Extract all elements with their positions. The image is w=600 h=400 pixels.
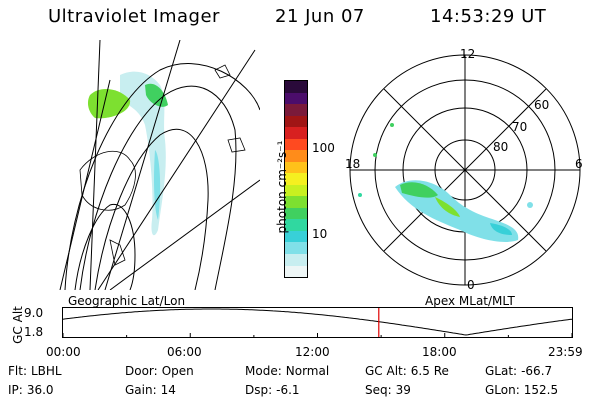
colorbar-segment xyxy=(285,253,307,266)
info-field: GLat: -66.7 xyxy=(485,364,552,378)
info-value: 14 xyxy=(160,383,176,397)
info-value: 6.5 Re xyxy=(410,364,449,378)
colorbar-segment xyxy=(285,184,307,197)
info-label: Mode: xyxy=(245,364,282,378)
info-field: Door: Open xyxy=(125,364,194,378)
instrument-title: Ultraviolet Imager xyxy=(48,6,220,27)
mlat-label-70: 70 xyxy=(512,120,528,134)
colorbar-segment xyxy=(285,150,307,162)
gc-alt-axis-label: GC Alt xyxy=(11,306,25,344)
mlat-label-80: 80 xyxy=(493,140,509,154)
time-tick-1200: 12:00 xyxy=(295,345,330,359)
info-label: IP: xyxy=(8,383,23,397)
apex-caption: Apex MLat/MLT xyxy=(425,294,515,308)
mlt-label-left: 18 xyxy=(345,157,361,171)
colorbar-segment xyxy=(285,92,307,105)
colorbar-segment xyxy=(285,207,307,220)
info-value: 36.0 xyxy=(26,383,54,397)
colorbar-segment xyxy=(285,265,307,278)
info-label: Dsp: xyxy=(245,383,273,397)
info-field: GLon: 152.5 xyxy=(485,383,558,397)
y-tick-min: 1.8 xyxy=(24,325,44,339)
info-field: Gain: 14 xyxy=(125,383,176,397)
info-field: Seq: 39 xyxy=(365,383,411,397)
colorbar-tick-100: 100 xyxy=(312,141,335,155)
colorbar-segment xyxy=(285,230,307,243)
info-label: Flt: xyxy=(8,364,27,378)
info-value: 152.5 xyxy=(523,383,559,397)
time-tick-0000: 00:00 xyxy=(46,345,81,359)
info-label: GLon: xyxy=(485,383,520,397)
colorbar-tick-10: 10 xyxy=(312,227,328,241)
info-label: Door: xyxy=(125,364,158,378)
mlt-label-top: 12 xyxy=(460,47,476,61)
colorbar-segment xyxy=(285,196,307,208)
colorbar-label: photon cm⁻²s⁻¹ xyxy=(275,140,289,234)
colorbar-segment xyxy=(285,81,307,93)
time-tick-2359: 23:59 xyxy=(548,345,583,359)
geographic-caption: Geographic Lat/Lon xyxy=(68,294,186,308)
colorbar-segment xyxy=(285,138,307,151)
info-value: Normal xyxy=(285,364,330,378)
mlt-label-right: 6 xyxy=(575,157,583,171)
colorbar-segment xyxy=(285,127,307,139)
info-value: -66.7 xyxy=(521,364,553,378)
info-value: -6.1 xyxy=(276,383,300,397)
time-tick-0600: 06:00 xyxy=(167,345,202,359)
info-value: LBHL xyxy=(30,364,62,378)
aurora-emission-geo xyxy=(87,71,168,236)
colorbar-segment xyxy=(285,104,307,116)
info-field: Dsp: -6.1 xyxy=(245,383,300,397)
colorbar-segment xyxy=(285,242,307,254)
mlat-label-60: 60 xyxy=(534,98,550,112)
colorbar-segment xyxy=(285,161,307,174)
time-tick-1800: 18:00 xyxy=(422,345,457,359)
time-label: 14:53:29 UT xyxy=(430,6,547,27)
colorbar xyxy=(284,80,308,278)
info-label: GLat: xyxy=(485,364,518,378)
geographic-map xyxy=(59,40,260,290)
y-tick-max: 9.0 xyxy=(24,306,44,320)
altitude-timeline xyxy=(62,307,573,338)
info-field: GC Alt: 6.5 Re xyxy=(365,364,449,378)
colorbar-segment xyxy=(285,115,307,128)
aurora-emission-polar xyxy=(358,123,533,242)
info-value: 39 xyxy=(395,383,411,397)
colorbar-segment xyxy=(285,219,307,231)
mlt-label-bottom: 0 xyxy=(467,278,475,292)
info-field: Flt: LBHL xyxy=(8,364,62,378)
info-label: Seq: xyxy=(365,383,392,397)
date-label: 21 Jun 07 xyxy=(275,6,365,27)
info-label: Gain: xyxy=(125,383,157,397)
info-field: IP: 36.0 xyxy=(8,383,54,397)
info-label: GC Alt: xyxy=(365,364,407,378)
info-value: Open xyxy=(161,364,194,378)
polar-mlat-mlt-plot xyxy=(349,54,581,286)
colorbar-segment xyxy=(285,173,307,185)
info-field: Mode: Normal xyxy=(245,364,329,378)
